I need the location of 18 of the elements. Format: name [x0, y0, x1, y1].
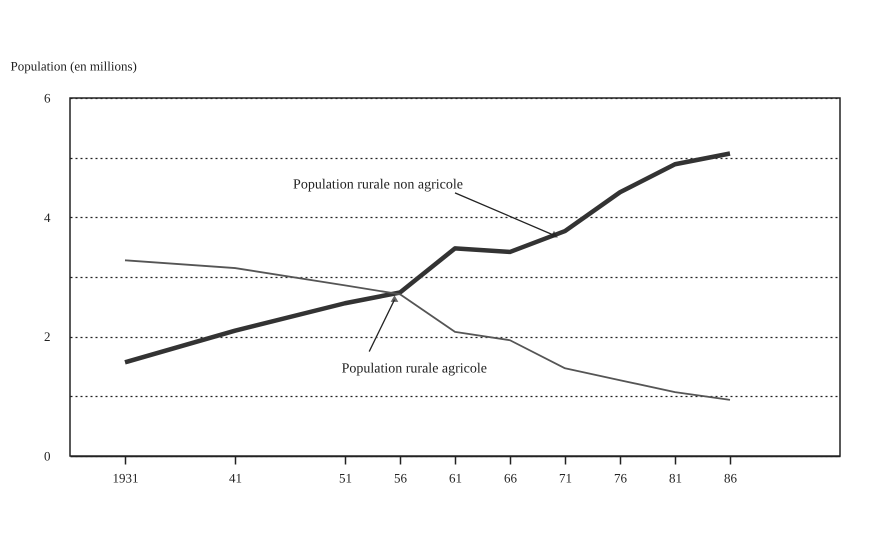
y-tick-label: 4 — [44, 210, 51, 225]
x-tick-label: 1931 — [112, 470, 138, 486]
y-tick-label: 6 — [44, 90, 51, 106]
x-tick-label: 61 — [449, 470, 462, 486]
y-axis-title: Population (en millions) — [10, 58, 137, 74]
x-tick-label: 81 — [669, 470, 682, 486]
x-tick-label: 66 — [504, 470, 518, 486]
x-tick-label: 56 — [394, 470, 408, 486]
x-tick-label: 86 — [724, 470, 738, 486]
x-tick-label: 71 — [559, 470, 572, 486]
y-tick-label: 2 — [44, 329, 50, 344]
x-tick-label: 41 — [229, 470, 242, 486]
y-tick-label: 0 — [44, 448, 50, 464]
x-tick-label: 76 — [614, 470, 628, 486]
x-tick-label: 51 — [339, 470, 352, 486]
line-series — [124, 259, 731, 401]
annotation: Population rurale non agricole — [293, 178, 463, 193]
annotation: Population rurale agricole — [342, 361, 488, 376]
